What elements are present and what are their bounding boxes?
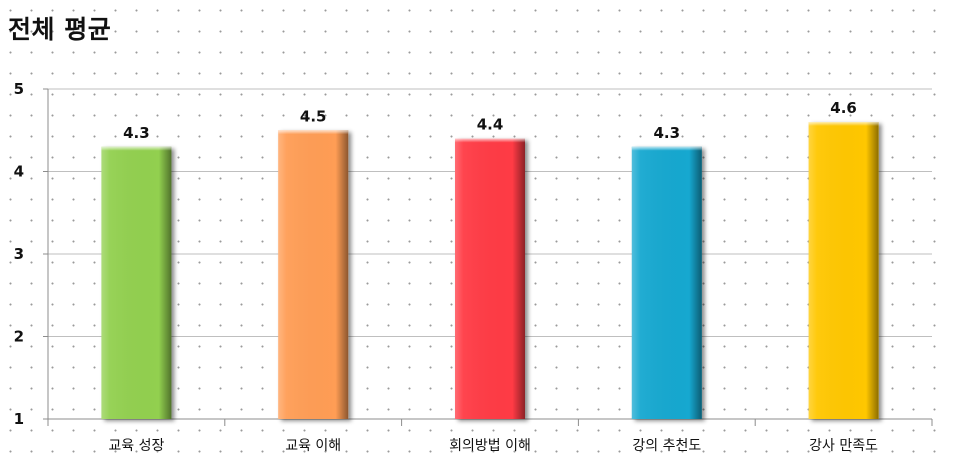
bar-group <box>808 122 879 419</box>
y-tick-label: 5 <box>14 80 24 98</box>
x-tick-label: 회의방법 이해 <box>449 438 531 454</box>
y-tick-label: 4 <box>14 163 24 181</box>
y-tick-label: 1 <box>14 410 24 428</box>
y-tick-label: 3 <box>14 245 24 263</box>
bar-group <box>278 130 349 419</box>
data-label: 4.3 <box>123 124 150 142</box>
bar-shading <box>101 146 172 419</box>
data-label: 4.6 <box>830 99 857 117</box>
bar-group <box>455 138 525 419</box>
bar-group <box>631 146 702 419</box>
x-tick-label: 교육 성장 <box>108 438 164 454</box>
data-label: 4.4 <box>477 116 504 134</box>
bar-highlight <box>808 122 879 126</box>
bar-shading <box>278 130 349 419</box>
x-tick-label: 강의 추천도 <box>632 438 701 454</box>
data-label: 4.5 <box>300 107 327 125</box>
bar-shading <box>808 122 879 419</box>
x-tick-label: 교육 이해 <box>285 438 341 454</box>
labels: 1 2 3 4 5 4.3 교육 성장 4.5 교육 이해 4.4 회의방법 이해 4.3 강의 추천도… <box>14 80 879 454</box>
chart-title: 전체 평균 <box>8 15 112 44</box>
y-tick-label: 2 <box>14 328 24 346</box>
bar-group <box>101 146 172 419</box>
bar-highlight <box>455 138 525 143</box>
bar-highlight <box>631 146 702 151</box>
data-label: 4.3 <box>654 124 681 142</box>
x-tick-label: 강사 만족도 <box>809 438 878 454</box>
bar-highlight <box>101 146 172 151</box>
bar-shading <box>455 138 525 419</box>
bar-shading <box>631 146 702 419</box>
bars <box>101 122 879 419</box>
bar-highlight <box>278 130 349 135</box>
